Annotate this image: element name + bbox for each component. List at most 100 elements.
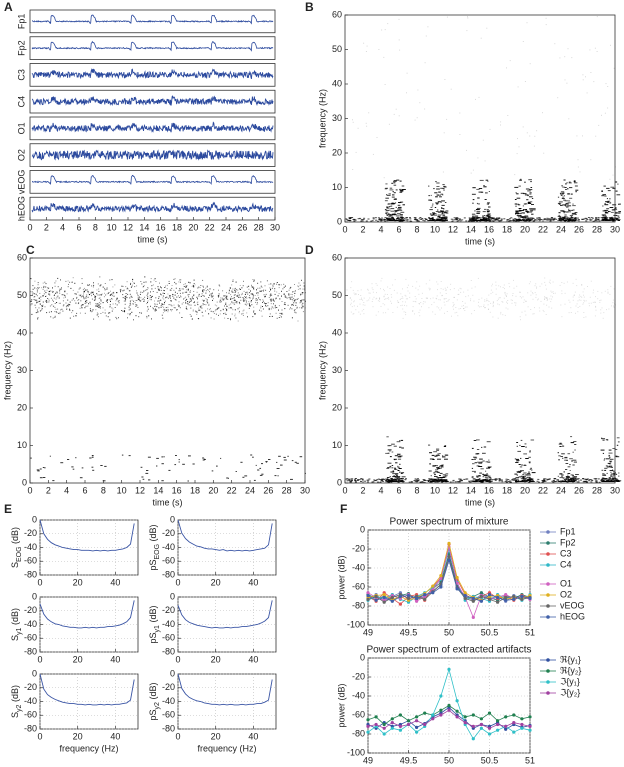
spectrogram-dot — [262, 299, 264, 301]
spectrogram-dot — [87, 296, 89, 298]
spectrogram-dot — [476, 209, 478, 210]
spectrogram-dot — [283, 303, 285, 305]
spectrogram-dot — [34, 293, 36, 295]
spectrogram-dot — [75, 315, 77, 317]
spectrogram-dot — [147, 308, 149, 310]
spectrogram-dot — [78, 294, 80, 296]
spectrogram-dot — [486, 209, 489, 210]
spectrogram-dot — [513, 279, 514, 281]
spectrogram-dot — [54, 294, 55, 296]
spectrogram-dot — [567, 220, 569, 222]
spectrogram-dot — [379, 298, 380, 300]
spectrogram-dot — [561, 293, 563, 295]
spectrogram-dot — [613, 476, 615, 478]
series-marker — [366, 718, 370, 722]
spectrogram-dot — [453, 219, 456, 221]
spectrogram-dot — [179, 292, 181, 294]
spectrogram-dot — [164, 308, 166, 310]
spectrogram-dot — [471, 480, 474, 482]
spectrogram-dot — [394, 467, 397, 469]
spectrogram-dot — [437, 289, 438, 291]
spectrogram-dot — [536, 286, 538, 288]
spectrogram-dot — [360, 219, 363, 221]
spectrogram-dot — [582, 74, 584, 76]
spectrogram-dot — [548, 478, 551, 480]
spectrogram-dot — [439, 220, 442, 222]
spectrogram-dot — [477, 305, 479, 307]
spectrogram-dot — [191, 296, 193, 298]
y-tick-label: 0 — [170, 668, 175, 678]
spectrogram-dot — [588, 305, 590, 307]
spectrogram-dot — [291, 304, 293, 306]
spectrogram-dot — [224, 305, 225, 307]
spectrogram-dot — [601, 469, 604, 471]
spectrogram-dot — [372, 291, 374, 293]
spectrogram-dot — [270, 288, 272, 290]
spectrogram-dot — [361, 297, 362, 299]
y-tick-label: 60 — [332, 252, 342, 262]
spectrogram-dot — [401, 304, 403, 306]
spectrogram-dot — [267, 305, 269, 307]
spectrogram-dot — [533, 145, 535, 147]
series-marker — [479, 591, 483, 595]
spectrogram-dot — [483, 304, 485, 306]
spectrogram-dot — [565, 183, 567, 185]
spectrogram-dot — [419, 285, 421, 287]
spectrogram-dot — [567, 193, 570, 195]
spectrogram-dot — [434, 474, 436, 476]
spectrogram-dot — [154, 305, 156, 307]
spectrogram-dot — [529, 196, 533, 198]
spectrum-line — [39, 673, 135, 706]
spectrogram-dot — [487, 461, 491, 463]
spectrogram-dot — [212, 311, 214, 313]
x-tick-label: 0 — [342, 485, 347, 495]
spectrogram-dot — [617, 212, 621, 214]
y-axis-label: power (dB) — [336, 555, 346, 599]
spectrogram-dot — [236, 302, 238, 304]
spectrogram-dot — [165, 310, 167, 312]
spectrogram-dot — [149, 298, 151, 300]
spectrogram-dot — [350, 297, 351, 299]
spectrogram-dot — [484, 307, 486, 309]
spectrogram-dot — [115, 316, 117, 318]
spectrogram-dot — [139, 293, 141, 295]
spectrogram-dot — [517, 138, 518, 140]
y-tick-label: 0 — [32, 591, 37, 601]
spectrogram-dot — [300, 294, 302, 296]
spectrogram-dot — [257, 299, 258, 301]
spectrogram-dot — [41, 287, 43, 289]
spectrogram-dot — [431, 454, 435, 456]
spectrogram-dot — [552, 218, 555, 220]
spectrogram-dot — [473, 300, 475, 302]
y-tick-label: -60 — [162, 556, 175, 566]
spectrogram-dot — [55, 292, 57, 294]
spectrogram-dot — [364, 480, 367, 482]
spectrogram-dot — [94, 299, 96, 301]
spectrogram-dot — [429, 288, 431, 290]
spectrogram-dot — [523, 453, 528, 455]
spectrogram-dot — [432, 219, 435, 220]
spectrogram-dot — [436, 188, 440, 190]
spectrogram-dot — [514, 174, 516, 176]
spectrogram-dot — [138, 299, 140, 301]
spectrogram-dot — [241, 292, 243, 294]
spectrogram-dot — [53, 297, 55, 299]
spectrogram-dot — [233, 294, 235, 296]
spectrogram-dot — [396, 179, 400, 181]
spectrogram-dot — [239, 288, 241, 290]
x-axis-label: time (s) — [465, 497, 495, 507]
spectrogram-dot — [132, 282, 134, 284]
spectrogram-dot — [400, 305, 402, 307]
spectrogram-dot — [218, 295, 220, 297]
spectrogram-dot — [118, 300, 120, 301]
spectrogram-dot — [615, 190, 618, 192]
spectrogram-dot — [293, 309, 295, 311]
spectrogram-dot — [378, 49, 380, 50]
spectrogram-dot — [220, 300, 222, 302]
spectrogram-dot — [292, 291, 294, 293]
spectrogram-dot — [271, 287, 273, 289]
spectrogram-dot — [62, 310, 64, 312]
spectrogram-dot — [81, 307, 83, 309]
spectrogram-dot — [551, 291, 553, 293]
spectrogram-dot — [382, 312, 384, 314]
